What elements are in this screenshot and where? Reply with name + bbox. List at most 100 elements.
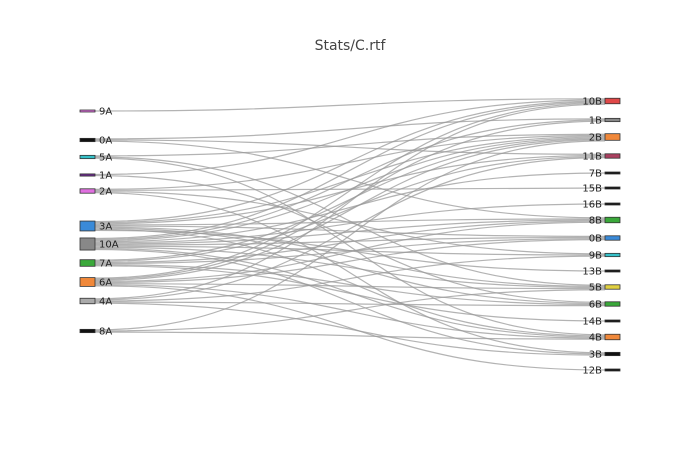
target-node-2B[interactable] — [604, 133, 621, 141]
target-label-0B: 0B — [589, 234, 602, 245]
link-10A-2B — [94, 136, 606, 242]
target-node-6B[interactable] — [604, 301, 621, 307]
target-node-15B[interactable] — [604, 186, 621, 190]
source-label-2A: 2A — [99, 187, 112, 198]
target-node-9B[interactable] — [604, 252, 621, 258]
link-6A-10B — [94, 102, 606, 279]
link-2A-2B — [94, 134, 606, 190]
source-node-8A[interactable] — [79, 328, 96, 334]
link-7A-0B — [94, 237, 606, 265]
target-node-5B[interactable] — [604, 284, 621, 290]
link-6A-2B — [94, 139, 606, 281]
target-label-13B: 13B — [582, 267, 602, 278]
target-label-14B: 14B — [582, 317, 602, 328]
link-9A-10B — [94, 98, 606, 112]
target-label-15B: 15B — [582, 184, 602, 195]
link-6A-1B — [94, 120, 606, 280]
target-node-1B[interactable] — [604, 117, 621, 123]
target-node-16B[interactable] — [604, 202, 621, 206]
link-3A-8B — [94, 218, 606, 226]
source-label-3A: 3A — [99, 222, 112, 233]
source-label-10A: 10A — [99, 240, 119, 251]
link-2A-9B — [94, 190, 606, 255]
link-6A-8B — [94, 221, 606, 283]
target-label-7B: 7B — [589, 169, 602, 180]
source-label-9A: 9A — [99, 107, 112, 118]
link-1A-10B — [94, 99, 606, 176]
target-node-0B[interactable] — [604, 235, 621, 241]
link-10A-8B — [94, 219, 606, 245]
target-label-11B: 11B — [582, 152, 602, 163]
target-label-8B: 8B — [589, 216, 602, 227]
source-node-7A[interactable] — [79, 259, 96, 267]
link-4A-6B — [94, 301, 606, 307]
link-0A-11B — [94, 139, 606, 155]
link-1A-6B — [94, 174, 606, 303]
link-3A-10B — [94, 100, 606, 223]
source-label-5A: 5A — [99, 153, 112, 164]
target-node-12B[interactable] — [604, 368, 621, 372]
target-label-3B: 3B — [589, 350, 602, 361]
link-5A-2B — [94, 133, 606, 157]
target-label-5B: 5B — [589, 283, 602, 294]
link-4A-10B — [94, 103, 606, 300]
source-node-1A[interactable] — [79, 173, 96, 177]
link-6A-12B — [94, 285, 606, 371]
link-0A-1B — [94, 118, 606, 140]
link-7A-2B — [94, 138, 606, 261]
link-4A-3B — [94, 302, 606, 356]
link-7A-8B — [94, 220, 606, 264]
source-node-6A[interactable] — [79, 277, 96, 287]
link-7A-6B — [94, 264, 606, 306]
link-3A-0B — [94, 225, 606, 237]
link-8A-4B — [94, 331, 606, 340]
target-label-9B: 9B — [589, 251, 602, 262]
target-node-10B[interactable] — [604, 97, 621, 105]
source-node-5A[interactable] — [79, 154, 96, 160]
chart-title: Stats/C.rtf — [315, 38, 387, 54]
target-node-11B[interactable] — [604, 153, 621, 159]
target-label-12B: 12B — [582, 366, 602, 377]
link-4A-9B — [94, 255, 606, 302]
target-node-14B[interactable] — [604, 319, 621, 323]
target-label-10B: 10B — [582, 97, 602, 108]
target-node-3B[interactable] — [604, 351, 621, 357]
source-node-10A[interactable] — [79, 237, 96, 251]
source-label-6A: 6A — [99, 278, 112, 289]
target-node-8B[interactable] — [604, 216, 621, 224]
link-5A-5B — [94, 156, 606, 286]
link-6A-5B — [94, 283, 606, 290]
link-10A-1B — [94, 119, 606, 241]
source-node-9A[interactable] — [79, 109, 96, 113]
links-layer — [94, 98, 606, 371]
link-6A-0B — [94, 239, 606, 284]
source-label-7A: 7A — [99, 259, 112, 270]
link-10A-5B — [94, 246, 606, 289]
link-10A-16B — [94, 203, 606, 244]
link-2A-3B — [94, 192, 606, 354]
target-label-6B: 6B — [589, 300, 602, 311]
target-label-4B: 4B — [589, 333, 602, 344]
source-label-4A: 4A — [99, 297, 112, 308]
target-label-2B: 2B — [589, 133, 602, 144]
link-10A-7B — [94, 172, 606, 243]
link-8A-5B — [94, 289, 606, 332]
source-label-1A: 1A — [99, 171, 112, 182]
link-3A-5B — [94, 226, 606, 288]
link-7A-11B — [94, 155, 606, 262]
source-node-0A[interactable] — [79, 137, 96, 143]
source-node-2A[interactable] — [79, 188, 96, 194]
nodes-layer: 9A 0A 5A 1A 2A 3A 10A 7A 6A 4A 8A 10B 1B 2B 11B 7B 15B 16… — [79, 97, 621, 377]
target-node-13B[interactable] — [604, 269, 621, 273]
source-label-8A: 8A — [99, 327, 112, 338]
target-label-1B: 1B — [589, 116, 602, 127]
target-label-16B: 16B — [582, 200, 602, 211]
source-node-3A[interactable] — [79, 220, 96, 232]
source-label-0A: 0A — [99, 136, 112, 147]
target-node-4B[interactable] — [604, 333, 621, 341]
target-node-7B[interactable] — [604, 171, 621, 175]
link-4A-11B — [94, 157, 606, 301]
link-8A-2B — [94, 140, 606, 331]
source-node-4A[interactable] — [79, 297, 96, 305]
